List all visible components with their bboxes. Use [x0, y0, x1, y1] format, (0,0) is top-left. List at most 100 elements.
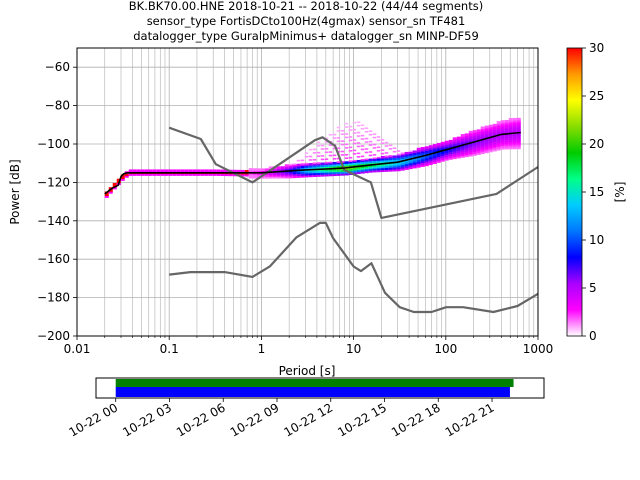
density-cell	[508, 142, 513, 146]
density-cell	[320, 172, 325, 175]
density-cell	[396, 155, 401, 158]
density-cell	[492, 133, 497, 137]
density-cell	[164, 173, 169, 176]
density-cell	[424, 150, 429, 153]
density-cell	[340, 161, 345, 165]
density-cell	[480, 130, 485, 133]
density-cell	[376, 136, 381, 138]
x-tick-label: 1000	[523, 342, 554, 356]
density-cell	[184, 173, 189, 176]
density-cell	[456, 146, 461, 149]
density-cell	[496, 128, 501, 132]
density-cell	[516, 117, 521, 121]
density-cell	[216, 169, 221, 173]
density-cell	[252, 175, 257, 179]
density-cell	[480, 145, 485, 149]
density-cell	[516, 123, 521, 127]
density-cell	[308, 172, 313, 176]
density-cell	[488, 126, 493, 130]
density-cell	[352, 160, 357, 163]
density-cell	[504, 125, 509, 129]
density-cell	[488, 145, 493, 149]
density-cell	[148, 173, 153, 176]
density-cell	[320, 166, 325, 169]
density-cell	[496, 144, 501, 147]
density-cell	[500, 125, 505, 129]
density-cell	[504, 141, 509, 144]
density-cell	[328, 144, 333, 146]
model-curves	[104, 126, 539, 314]
density-cell	[144, 169, 149, 173]
density-cell	[480, 132, 485, 135]
density-cell	[396, 157, 401, 160]
density-cell	[284, 164, 289, 167]
density-cell	[456, 138, 461, 142]
density-cell	[416, 151, 421, 155]
density-cell	[256, 168, 261, 171]
density-cell	[356, 156, 361, 158]
density-cell	[192, 169, 197, 173]
density-cell	[156, 173, 161, 176]
density-cell	[224, 169, 229, 173]
density-cell	[304, 172, 309, 176]
density-cell	[488, 142, 493, 145]
density-cell	[400, 154, 405, 158]
density-cell	[352, 159, 357, 162]
density-cell	[348, 129, 353, 131]
density-cell	[436, 152, 441, 156]
density-cell	[368, 170, 373, 173]
density-cell	[484, 146, 489, 150]
density-cell	[384, 155, 389, 158]
density-cell	[516, 125, 521, 129]
density-cell	[456, 150, 461, 153]
density-cell	[360, 167, 365, 170]
density-cell	[268, 176, 273, 179]
density-cell	[344, 172, 349, 176]
density-cell	[464, 135, 469, 138]
density-cell	[444, 140, 449, 144]
density-cell	[432, 144, 437, 147]
density-cell	[152, 173, 157, 176]
density-cell	[328, 134, 333, 136]
density-cell	[324, 164, 329, 167]
density-cell	[260, 172, 265, 175]
density-cell	[384, 165, 389, 169]
density-cell	[244, 170, 249, 173]
density-cell	[240, 173, 245, 177]
density-cell	[368, 140, 373, 143]
density-cell	[256, 174, 261, 177]
density-cell	[412, 152, 417, 155]
density-cell	[504, 119, 509, 123]
density-cell	[344, 147, 349, 149]
density-cell	[300, 163, 305, 167]
density-cell	[408, 162, 413, 166]
density-cell	[400, 152, 405, 155]
density-cell	[440, 143, 445, 147]
density-cell	[392, 147, 397, 150]
density-cell	[508, 117, 513, 121]
density-cell	[380, 167, 385, 171]
density-cell	[496, 132, 501, 136]
density-cell	[360, 124, 365, 127]
density-cell	[460, 147, 465, 151]
density-cell	[504, 133, 509, 137]
density-cell	[316, 166, 321, 170]
density-cell	[468, 153, 473, 157]
mode-curve	[104, 131, 521, 195]
density-cell	[480, 149, 485, 153]
density-cell	[504, 127, 509, 131]
density-cell	[376, 161, 381, 165]
density-cell	[460, 151, 465, 154]
density-cell	[448, 153, 453, 156]
density-cell	[512, 123, 517, 127]
title-line-2: sensor_type FortisDCto100Hz(4gmax) senso…	[147, 14, 466, 28]
density-cell	[312, 152, 317, 154]
y-axis-ticks: −200 −180 −160 −140 −120 −100 −80 −60	[37, 60, 77, 343]
density-cell	[428, 154, 433, 158]
density-cell	[340, 143, 345, 146]
density-cell	[124, 173, 129, 176]
density-cell	[320, 155, 325, 157]
density-cell	[212, 173, 217, 176]
density-cell	[304, 155, 309, 158]
density-cell	[340, 173, 345, 176]
